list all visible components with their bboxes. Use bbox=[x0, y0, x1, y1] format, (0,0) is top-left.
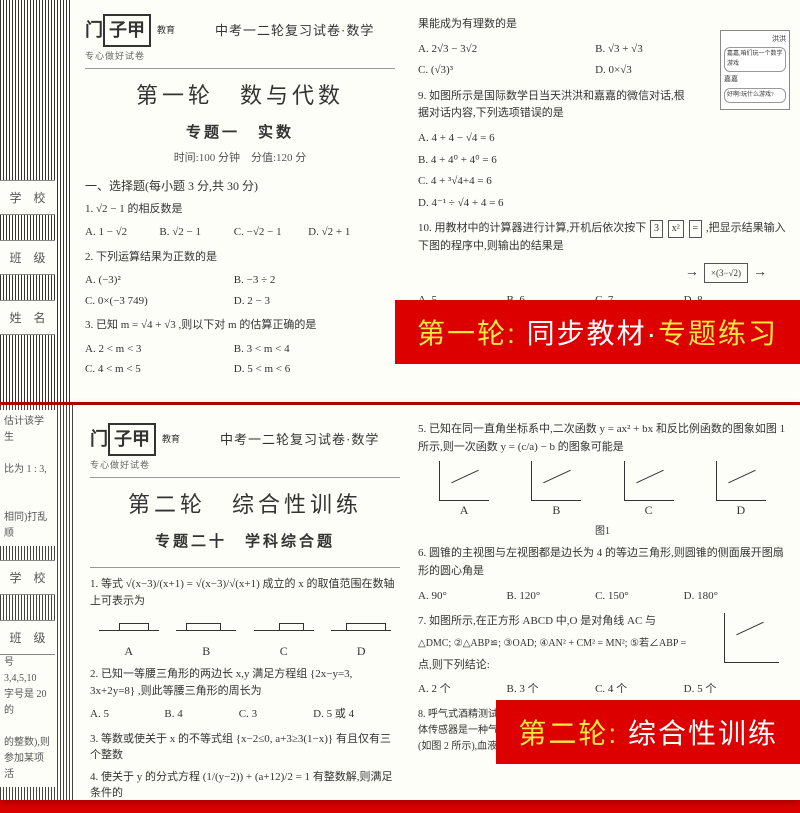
graph-options: A B C D bbox=[418, 461, 787, 520]
badge-prefix: 第一轮: bbox=[417, 318, 527, 349]
wechat-dialog: 洪洪 嘉嘉,咱们玩一个数学游戏 嘉嘉 好啊!玩什么游戏? bbox=[720, 30, 790, 110]
label-school: 学 校 bbox=[9, 569, 45, 586]
logo-tag: 教育 bbox=[157, 24, 175, 38]
paper-header: 中考一二轮复习试卷·数学 bbox=[215, 21, 374, 41]
q3-options: A. 2 < m < 3B. 3 < m < 4C. 4 < m < 5D. 5… bbox=[85, 339, 395, 380]
brand-logo: 门 子甲 教育 中考一二轮复习试卷·数学 bbox=[85, 14, 395, 47]
figure-label: 图1 bbox=[418, 524, 787, 540]
question-p2-2: 2. 已知一等腰三角形的两边长 x,y 满足方程组 {2x−y=3, 3x+2y… bbox=[90, 666, 400, 699]
chat-msg: 好啊!玩什么游戏? bbox=[724, 88, 786, 104]
logo-glyph: 门 bbox=[85, 17, 103, 44]
mini-graph bbox=[624, 461, 674, 501]
q2-options: A. (−3)²B. −3 ÷ 2C. 0×(−3 749)D. 2 − 3 bbox=[85, 270, 395, 311]
numberline-options: A B C D bbox=[90, 615, 400, 660]
flow-box: ×(3−√2) bbox=[704, 263, 748, 283]
margin-form: 学 校 班 级 姓 名 bbox=[0, 180, 55, 360]
question-3: 3. 已知 m = √4 + √3 ,则以下对 m 的估算正确的是 bbox=[85, 317, 395, 334]
question-p2-5: 5. 已知在同一直角坐标系中,二次函数 y = ax² + bx 和反比例函数的… bbox=[418, 421, 787, 456]
question-10: 10. 用教材中的计算器进行计算,开机后依次按下 3 x² = ,把显示结果输入… bbox=[418, 220, 787, 256]
flowchart: → ×(3−√2) → bbox=[438, 262, 767, 284]
calc-key: 3 bbox=[650, 220, 663, 238]
left-column: 门 子甲 教育 中考一二轮复习试卷·数学 专心做好试卷 第一轮 数与代数 专题一… bbox=[75, 8, 405, 392]
topic-title-2: 专题二十 学科综合题 bbox=[90, 531, 400, 554]
logo-subtitle: 专心做好试卷 bbox=[85, 50, 395, 64]
question-9: 9. 如图所示是国际数学日当天洪洪和嘉嘉的微信对话,根据对话内容,下列选项错误的… bbox=[418, 88, 688, 123]
question-2: 2. 下列运算结果为正数的是 bbox=[85, 249, 395, 266]
question-p2-6: 6. 圆锥的主视图与左视图都是边长为 4 的等边三角形,则圆锥的侧面展开图扇形的… bbox=[418, 545, 787, 580]
callout-badge-1: 第一轮: 同步教材·专题练习 bbox=[395, 300, 800, 364]
left-fragment: 估计该学生 比为 1 : 3, 相同)打乱顺 bbox=[0, 410, 55, 546]
callout-badge-2: 第二轮: 综合性训练 bbox=[496, 700, 800, 764]
section-heading: 一、选择题(每小题 3 分,共 30 分) bbox=[85, 177, 395, 195]
divider bbox=[85, 68, 395, 69]
calc-key: x² bbox=[668, 220, 684, 238]
q1-options: A. 1 − √2B. √2 − 1C. −√2 − 1D. √2 + 1 bbox=[85, 222, 395, 243]
question-p2-3: 3. 等数或使关于 x 的不等式组 {x−2≤0, a+3≥3(1−x)} 有且… bbox=[90, 731, 400, 764]
round2-title: 第二轮 综合性训练 bbox=[90, 488, 400, 521]
right-column: 果能成为有理数的是 A. 2√3 − 3√2B. √3 + √3C. (√3)³… bbox=[410, 5, 795, 349]
calc-key: = bbox=[689, 220, 703, 238]
topic-title: 专题一 实数 bbox=[85, 122, 395, 145]
logo-mark: 子甲 bbox=[103, 14, 151, 47]
p2q6-options: A. 90°B. 120°C. 150°D. 180° bbox=[418, 586, 787, 608]
margin-form-2: 学 校 班 级 bbox=[0, 560, 55, 680]
badge-prefix: 第二轮: bbox=[518, 718, 628, 749]
brand-logo: 门 子甲 教育 中考一二轮复习试卷·数学 bbox=[90, 423, 400, 456]
left-column-2: 门 子甲 教育 中考一二轮复习试卷·数学 专心做好试卷 第二轮 综合性训练 专题… bbox=[80, 417, 410, 813]
geometry-diagram bbox=[724, 613, 779, 663]
mini-graph bbox=[439, 461, 489, 501]
q9-options: A. 4 + 4 − √4 = 6 B. 4 + 4⁰ + 4⁰ = 6 C. … bbox=[418, 128, 618, 214]
label-class: 班 级 bbox=[9, 629, 45, 646]
round1-title: 第一轮 数与代数 bbox=[85, 79, 395, 112]
question-p2-7: 7. 如图所示,在正方形 ABCD 中,O 是对角线 AC 与 bbox=[418, 613, 787, 631]
mini-graph bbox=[716, 461, 766, 501]
question-p2-4: 4. 使关于 y 的分式方程 (1/(y−2)) + (a+12)/2 = 1 … bbox=[90, 769, 400, 802]
chat-name: 嘉嘉 bbox=[724, 74, 786, 85]
mini-graph bbox=[531, 461, 581, 501]
question-1: 1. √2 − 1 的相反数是 bbox=[85, 201, 395, 218]
p2q7-options: A. 2 个B. 3 个C. 4 个D. 5 个 bbox=[418, 679, 787, 701]
label-name: 姓 名 bbox=[9, 309, 45, 326]
p2q2-options: A. 5B. 4C. 3D. 5 或 4 bbox=[90, 704, 400, 725]
label-class: 班 级 bbox=[9, 249, 45, 266]
time-score: 时间:100 分钟 分值:120 分 bbox=[85, 150, 395, 167]
chat-name: 洪洪 bbox=[724, 34, 786, 45]
label-school: 学 校 bbox=[9, 189, 45, 206]
question-p2-1: 1. 等式 √(x−3)/(x+1) = √(x−3)/√(x+1) 成立的 x… bbox=[90, 576, 400, 609]
chat-msg: 嘉嘉,咱们玩一个数学游戏 bbox=[724, 47, 786, 72]
